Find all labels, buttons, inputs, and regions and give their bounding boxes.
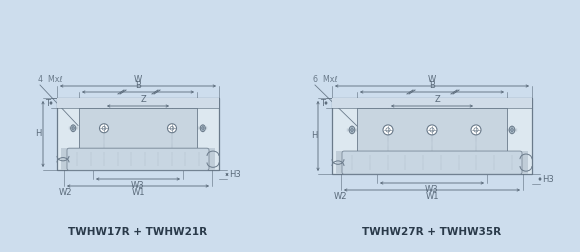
Circle shape bbox=[170, 126, 174, 130]
Text: 6  Mxℓ: 6 Mxℓ bbox=[313, 75, 338, 84]
Text: W1: W1 bbox=[131, 188, 145, 197]
Bar bbox=[57, 98, 219, 170]
Bar bbox=[332, 98, 532, 174]
Ellipse shape bbox=[202, 127, 204, 130]
Ellipse shape bbox=[72, 127, 74, 130]
Text: W: W bbox=[134, 76, 142, 84]
Text: W3: W3 bbox=[131, 181, 145, 190]
Text: H: H bbox=[35, 130, 42, 139]
Text: Z: Z bbox=[435, 96, 441, 105]
Ellipse shape bbox=[200, 125, 205, 132]
FancyBboxPatch shape bbox=[342, 151, 522, 174]
Text: W2: W2 bbox=[334, 192, 347, 201]
Circle shape bbox=[430, 128, 434, 132]
Bar bbox=[57, 98, 219, 108]
Ellipse shape bbox=[71, 125, 76, 132]
Circle shape bbox=[100, 124, 108, 133]
Text: TWHW17R + TWHW21R: TWHW17R + TWHW21R bbox=[68, 227, 208, 237]
FancyBboxPatch shape bbox=[67, 148, 209, 170]
Text: H: H bbox=[311, 132, 317, 141]
Text: W3: W3 bbox=[425, 185, 439, 194]
Text: W2: W2 bbox=[59, 188, 72, 197]
Circle shape bbox=[168, 124, 176, 133]
Bar bbox=[61, 148, 215, 170]
Circle shape bbox=[102, 126, 106, 130]
Ellipse shape bbox=[510, 128, 513, 132]
Text: T: T bbox=[320, 99, 325, 108]
Bar bbox=[79, 108, 197, 148]
Circle shape bbox=[474, 128, 478, 132]
Circle shape bbox=[471, 125, 481, 135]
Text: TWHW27R + TWHW35R: TWHW27R + TWHW35R bbox=[362, 227, 502, 237]
Ellipse shape bbox=[349, 126, 355, 134]
Text: B: B bbox=[135, 81, 141, 90]
Bar bbox=[357, 108, 507, 151]
Circle shape bbox=[386, 128, 390, 132]
Ellipse shape bbox=[351, 128, 353, 132]
Text: W1: W1 bbox=[425, 192, 438, 201]
Text: H3: H3 bbox=[542, 174, 554, 183]
Ellipse shape bbox=[509, 126, 515, 134]
Circle shape bbox=[427, 125, 437, 135]
Text: H3: H3 bbox=[229, 170, 241, 179]
Text: W: W bbox=[428, 76, 436, 84]
Text: Z: Z bbox=[141, 96, 147, 105]
Bar bbox=[336, 151, 528, 174]
Circle shape bbox=[383, 125, 393, 135]
Text: T: T bbox=[45, 99, 50, 108]
Text: B: B bbox=[429, 81, 435, 90]
Text: 4  Mxℓ: 4 Mxℓ bbox=[38, 75, 63, 84]
Bar bbox=[332, 98, 532, 108]
